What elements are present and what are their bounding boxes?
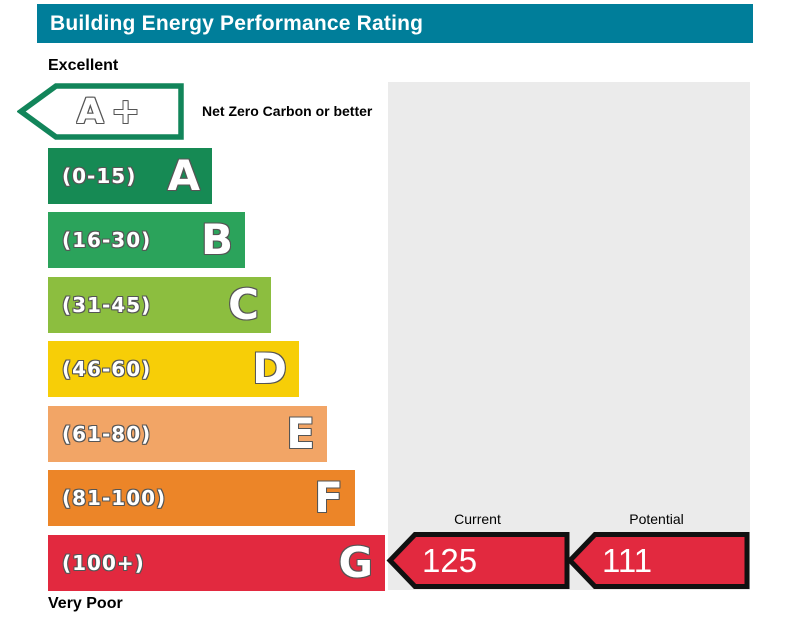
current-rating-pointer: 125 [386, 531, 570, 590]
a-plus-arrow-shape [17, 83, 184, 140]
scale-top-label: Excellent [48, 57, 119, 74]
band-range-c: (31-45) [62, 293, 152, 317]
band-letter-b: B [200, 215, 233, 264]
net-zero-label: Net Zero Carbon or better [202, 103, 373, 119]
chart-header: Building Energy Performance Rating [37, 4, 753, 43]
a-plus-arrow-outline [17, 83, 184, 140]
band-letter-e: E [286, 409, 315, 458]
band-row-g: (100+) G [48, 535, 385, 591]
band-row-f: (81-100) F [48, 470, 355, 526]
current-arrow-shape [386, 532, 570, 589]
potential-arrow-shape [566, 532, 750, 589]
scale-bottom-label: Very Poor [48, 595, 123, 612]
band-row-b: (16-30) B [48, 212, 245, 268]
band-range-b: (16-30) [62, 228, 152, 252]
current-rating-value: 125 [422, 541, 478, 579]
potential-arrow-fill [566, 532, 750, 589]
current-rating-label: Current [454, 511, 501, 527]
potential-rating-label: Potential [629, 511, 684, 527]
potential-rating-pointer: 111 [566, 531, 750, 590]
potential-rating-value: 111 [602, 541, 653, 579]
band-row-d: (46-60) D [48, 341, 299, 397]
band-range-e: (61-80) [62, 422, 152, 446]
band-range-a: (0-15) [62, 164, 137, 188]
band-range-f: (81-100) [62, 486, 167, 510]
page-title: Building Energy Performance Rating [50, 11, 424, 35]
band-letter-c: C [228, 280, 259, 329]
band-row-a-plus: A+ [17, 83, 184, 140]
band-row-a: (0-15) A [48, 148, 212, 204]
comparison-panel [388, 82, 750, 590]
band-letter-g: G [338, 538, 373, 587]
band-row-c: (31-45) C [48, 277, 271, 333]
band-letter-a: A [167, 151, 200, 200]
band-range-g: (100+) [62, 551, 145, 575]
band-letter-d: D [252, 344, 287, 393]
band-letter-f: F [314, 473, 343, 522]
current-arrow-fill [386, 532, 570, 589]
band-range-d: (46-60) [62, 357, 152, 381]
band-letter-a-plus: A+ [76, 91, 148, 132]
band-row-e: (61-80) E [48, 406, 327, 462]
